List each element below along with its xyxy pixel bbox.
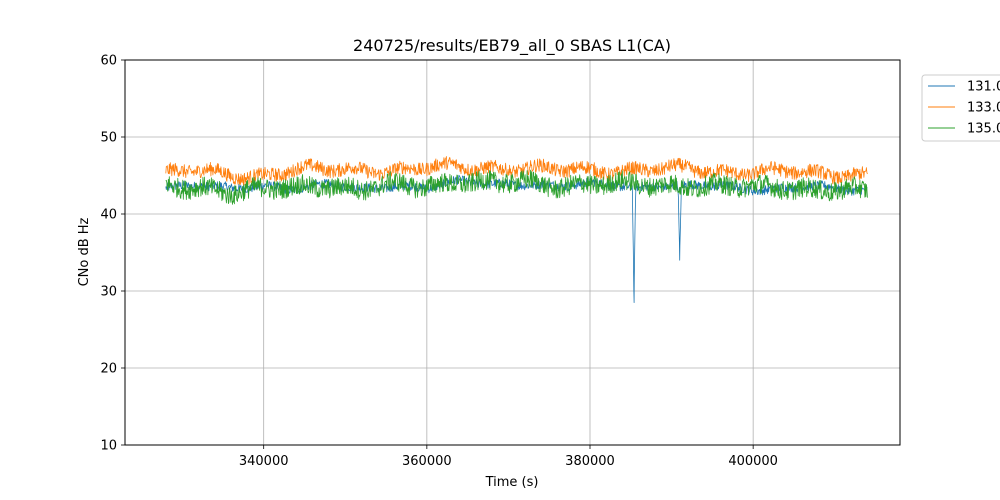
y-axis-ticks: 10 20 30 40 50 60 <box>100 54 125 454</box>
y-axis-label: CNo dB Hz <box>77 217 92 286</box>
y-tick-label: 50 <box>100 131 117 146</box>
legend-label: 135.0 <box>967 122 1000 137</box>
y-tick-label: 20 <box>100 362 117 377</box>
plot-frame <box>124 59 901 446</box>
y-tick-label: 30 <box>100 285 117 300</box>
y-tick-label: 10 <box>100 439 117 454</box>
legend-label: 133.0 <box>967 101 1000 116</box>
x-tick-label: 380000 <box>565 454 615 469</box>
legend-label: 131.0 <box>967 80 1000 95</box>
x-tick-label: 340000 <box>239 454 289 469</box>
series-line-135.0 <box>165 169 868 205</box>
series-layer <box>165 156 868 303</box>
y-tick-label: 60 <box>100 54 117 69</box>
y-tick-label: 40 <box>100 208 117 223</box>
legend-box <box>921 74 1000 142</box>
x-tick-label: 360000 <box>402 454 452 469</box>
series-line-133.0 <box>165 156 868 186</box>
x-axis-ticks: 340000 360000 380000 400000 <box>239 445 778 469</box>
legend: 131.0 133.0 135.0 <box>921 74 1000 142</box>
x-tick-label: 400000 <box>728 454 778 469</box>
chart-title: 240725/results/EB79_all_0 SBAS L1(CA) <box>353 36 671 56</box>
x-axis-label: Time (s) <box>485 475 539 490</box>
